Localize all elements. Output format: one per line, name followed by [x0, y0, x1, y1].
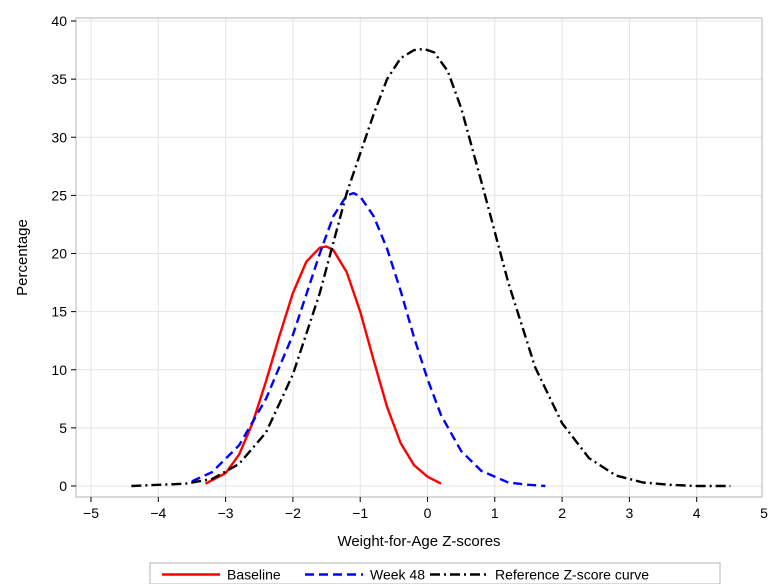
grid: [76, 18, 762, 497]
axis-ticks: −5 −4 −3 −2 −1 0 1 2 3 4 5 0 5 10 15 20 25 30 35 40: [51, 13, 768, 521]
y-tick-label: 40: [51, 13, 67, 29]
y-tick-label: 10: [51, 362, 67, 378]
x-tick-label: −5: [83, 505, 99, 521]
x-tick-label: −1: [352, 505, 368, 521]
y-tick-label: 35: [51, 71, 67, 87]
y-tick-label: 25: [51, 187, 67, 203]
y-axis-label: Percentage: [14, 219, 31, 296]
legend-label: Reference Z-score curve: [495, 567, 649, 583]
y-tick-label: 30: [51, 129, 67, 145]
x-tick-label: 5: [760, 505, 768, 521]
series-line-1: [191, 191, 546, 488]
x-tick-label: 1: [491, 505, 499, 521]
legend-label: Baseline: [227, 567, 281, 583]
x-tick-label: 2: [558, 505, 566, 521]
series-layer: [131, 47, 731, 488]
series-line-2: [131, 47, 731, 488]
y-tick-label: 20: [51, 246, 67, 262]
x-tick-label: −4: [150, 505, 166, 521]
x-axis-label: Weight-for-Age Z-scores: [337, 533, 500, 550]
y-tick-label: 0: [59, 478, 67, 494]
legend-label: Week 48: [370, 567, 425, 583]
plot-frame: [75, 17, 763, 498]
x-tick-label: −2: [285, 505, 301, 521]
legend: Baseline Week 48 Reference Z-score curve: [149, 562, 721, 584]
x-tick-label: 3: [626, 505, 634, 521]
x-tick-label: 0: [424, 505, 432, 521]
x-tick-label: −3: [218, 505, 234, 521]
x-tick-label: 4: [693, 505, 701, 521]
y-tick-label: 15: [51, 304, 67, 320]
y-tick-label: 5: [59, 420, 67, 436]
